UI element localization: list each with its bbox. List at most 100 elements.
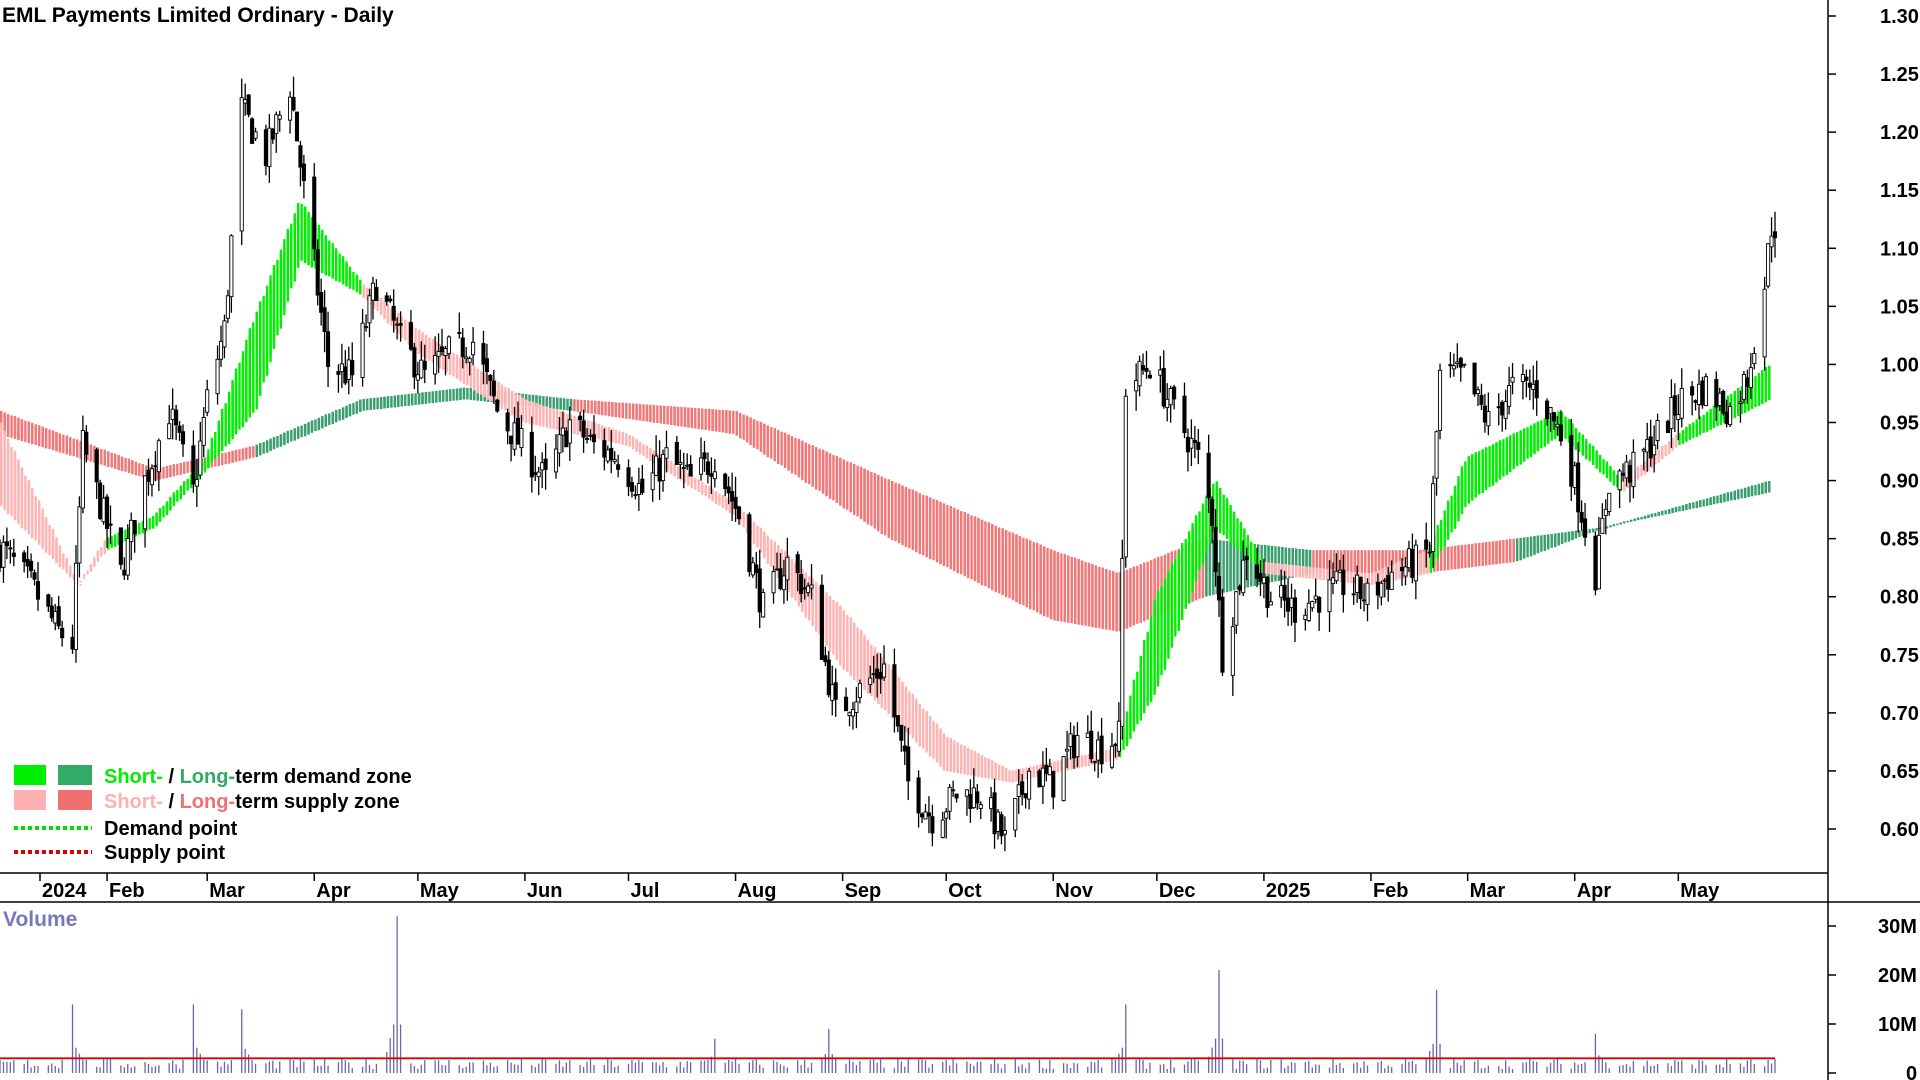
candle-body bbox=[1327, 579, 1332, 613]
short-term-zone-strip bbox=[842, 612, 846, 670]
long-term-zone-strip bbox=[1284, 547, 1288, 579]
long-term-zone-strip bbox=[1229, 541, 1232, 591]
long-term-zone-strip bbox=[697, 408, 700, 430]
short-term-zone-strip bbox=[1695, 419, 1698, 436]
short-term-zone-strip bbox=[1312, 567, 1315, 579]
short-term-zone-strip bbox=[1671, 437, 1674, 450]
price-tick-label: 0.80 bbox=[1880, 587, 1919, 609]
candle-body bbox=[650, 472, 655, 491]
long-term-zone-strip bbox=[473, 388, 476, 401]
short-term-zone-strip bbox=[1025, 767, 1029, 780]
short-term-zone-strip bbox=[1191, 523, 1194, 587]
short-term-zone-strip bbox=[652, 452, 656, 464]
long-term-zone-strip bbox=[255, 444, 258, 457]
long-term-zone-strip bbox=[1702, 499, 1705, 507]
short-term-zone-strip bbox=[1609, 468, 1612, 482]
short-term-zone-strip bbox=[828, 597, 832, 652]
long-term-zone-strip bbox=[172, 464, 176, 476]
short-term-zone-strip bbox=[1550, 415, 1553, 441]
short-term-zone-strip bbox=[697, 480, 700, 493]
candle-body bbox=[826, 659, 831, 696]
candle-body bbox=[229, 235, 234, 298]
candle-body bbox=[1244, 555, 1249, 561]
short-term-zone-strip bbox=[991, 761, 994, 780]
candle-body bbox=[1507, 385, 1512, 407]
short-term-zone-strip bbox=[1246, 538, 1250, 561]
short-term-zone-strip bbox=[1719, 401, 1723, 424]
legend-sep-text: / bbox=[163, 791, 180, 813]
long-term-zone-strip bbox=[922, 494, 925, 556]
short-term-zone-strip bbox=[587, 421, 590, 438]
short-term-zone-strip bbox=[942, 735, 946, 771]
candle-body bbox=[1137, 360, 1142, 387]
long-term-zone-strip bbox=[866, 471, 870, 525]
short-term-zone-strip bbox=[763, 533, 766, 559]
long-term-zone-strip bbox=[107, 451, 110, 467]
short-term-zone-strip bbox=[1267, 562, 1270, 575]
long-term-zone-strip bbox=[1067, 556, 1070, 623]
short-term-zone-strip bbox=[635, 440, 638, 452]
long-term-zone-strip bbox=[1640, 516, 1643, 520]
candle-body bbox=[1258, 573, 1263, 582]
short-term-zone-strip bbox=[1567, 421, 1571, 443]
short-term-zone-strip bbox=[897, 679, 901, 725]
long-term-zone-strip bbox=[1737, 489, 1740, 499]
date-tick-label: Apr bbox=[316, 880, 351, 902]
short-term-zone-strip bbox=[1667, 441, 1671, 453]
long-term-zone-strip bbox=[763, 424, 766, 455]
candle-body bbox=[1109, 745, 1115, 768]
candle-body bbox=[1593, 535, 1598, 591]
short-term-zone-strip bbox=[1253, 548, 1256, 566]
long-term-zone-strip bbox=[1450, 546, 1453, 570]
long-term-zone-strip bbox=[1768, 481, 1771, 493]
long-term-zone-strip bbox=[1626, 520, 1629, 523]
short-term-zone-strip bbox=[562, 413, 566, 432]
short-term-zone-strip bbox=[172, 492, 176, 504]
long-term-zone-strip bbox=[1035, 543, 1039, 613]
long-term-zone-strip bbox=[231, 450, 234, 463]
candle-body bbox=[895, 715, 900, 727]
candle-body bbox=[1282, 584, 1287, 601]
short-term-zone-strip bbox=[970, 749, 973, 776]
short-term-zone-strip bbox=[317, 227, 321, 271]
short-term-zone-strip bbox=[780, 549, 783, 581]
short-term-zone-strip bbox=[1177, 550, 1180, 626]
short-term-zone-strip bbox=[618, 431, 621, 444]
long-term-zone-strip bbox=[1623, 521, 1626, 523]
candle-body bbox=[1075, 735, 1080, 758]
candle-body bbox=[1475, 389, 1481, 395]
short-term-zone-strip bbox=[621, 432, 624, 445]
candle-body bbox=[1690, 386, 1695, 396]
long-term-zone-strip bbox=[1519, 537, 1522, 560]
candle-body bbox=[1379, 582, 1384, 598]
long-term-zone-strip bbox=[1495, 540, 1498, 565]
long-term-zone-strip bbox=[345, 405, 348, 418]
short-term-zone-strip bbox=[1488, 446, 1491, 488]
short-term-zone-strip bbox=[1298, 565, 1301, 578]
long-term-zone-strip bbox=[117, 455, 120, 470]
long-term-zone-strip bbox=[825, 452, 828, 497]
candle-body bbox=[488, 374, 493, 381]
short-term-zone-strip bbox=[286, 228, 290, 296]
long-term-zone-strip bbox=[183, 461, 186, 474]
short-term-zone-strip bbox=[196, 465, 200, 478]
long-term-zone-strip bbox=[904, 487, 908, 548]
short-term-zone-strip bbox=[424, 336, 428, 360]
short-term-zone-strip bbox=[946, 737, 949, 772]
candle-body bbox=[1286, 597, 1291, 612]
short-term-zone-strip bbox=[1198, 511, 1201, 571]
long-term-zone-strip bbox=[814, 447, 818, 490]
short-term-zone-strip bbox=[1149, 616, 1153, 699]
candle-body bbox=[1065, 748, 1070, 752]
short-term-zone-strip bbox=[1170, 562, 1174, 643]
short-term-zone-strip bbox=[1332, 569, 1336, 582]
long-term-zone-strip bbox=[158, 467, 162, 480]
candle-body bbox=[505, 412, 510, 432]
short-term-zone-strip bbox=[1084, 754, 1087, 767]
short-term-zone-strip bbox=[852, 624, 856, 680]
long-term-zone-strip bbox=[980, 520, 984, 586]
candle-body bbox=[1410, 549, 1415, 578]
candle-body bbox=[1023, 793, 1028, 799]
long-term-zone-strip bbox=[1616, 523, 1619, 526]
